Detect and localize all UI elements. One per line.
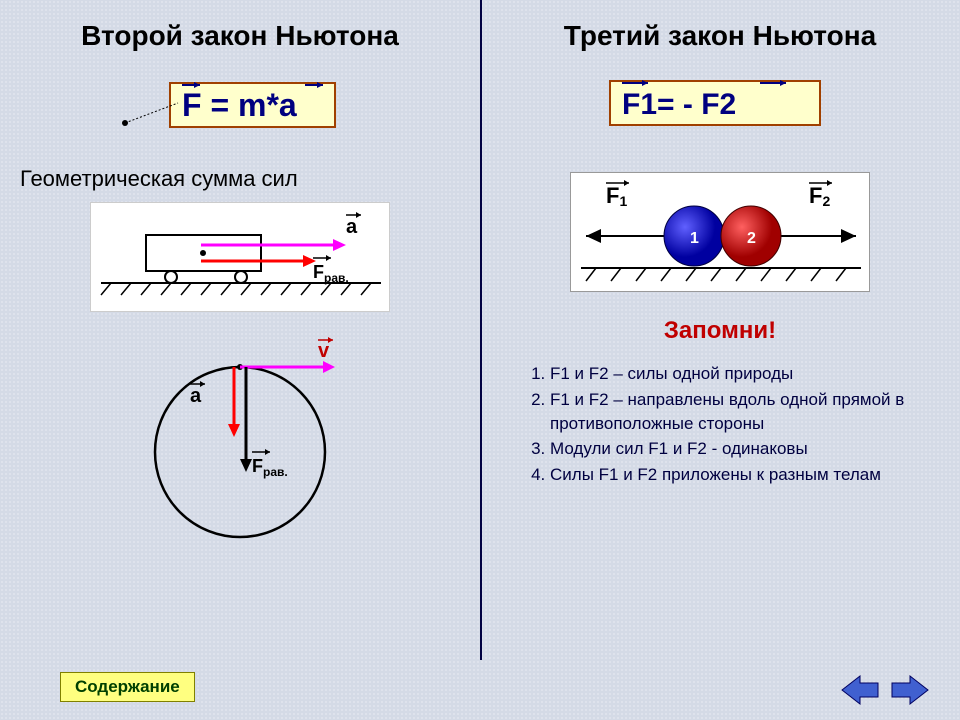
content-button[interactable]: Содержание [60,672,195,702]
svg-text:Fрав.: Fрав. [313,262,349,285]
right-column: Третий закон Ньютона F1= - F2 [480,0,960,720]
cart-svg: a Fрав. [91,203,391,313]
balls-diagram: F1 F2 [570,172,870,292]
note-item: Модули сил F1 и F2 - одинаковы [550,437,940,461]
svg-text:F1: F1 [606,183,627,209]
svg-text:v: v [318,340,330,362]
notes-list: F1 и F2 – силы одной природы F1 и F2 – н… [500,362,940,487]
right-formula-svg: F1= - F2 [590,71,850,127]
left-title: Второй закон Ньютона [20,18,460,53]
right-title: Третий закон Ньютона [500,18,940,53]
prev-arrow-icon[interactable] [840,674,880,706]
svg-text:a: a [190,385,202,407]
cart-diagram: a Fрав. [90,202,390,312]
svg-text:Fрав.: Fрав. [252,456,288,479]
note-item: F1 и F2 – направлены вдоль одной прямой … [550,388,940,436]
left-formula-svg: F = m*a [120,71,360,131]
left-column: Второй закон Ньютона F = m*a Геометричес… [0,0,480,720]
circle-svg: v a Fрав. [130,332,350,552]
left-formula-text: F = m*a [182,87,297,123]
left-formula-wrap: F = m*a [20,71,460,136]
geometric-sum-label: Геометрическая сумма сил [20,166,460,192]
right-formula-wrap: F1= - F2 [500,71,940,132]
svg-text:1: 1 [690,230,699,247]
balls-svg: F1 F2 [571,173,871,293]
note-item: Силы F1 и F2 приложены к разным телам [550,463,940,487]
next-arrow-icon[interactable] [890,674,930,706]
svg-text:F2: F2 [809,183,830,209]
circle-diagram: v a Fрав. [130,332,350,552]
svg-text:a: a [346,216,358,238]
note-item: F1 и F2 – силы одной природы [550,362,940,386]
svg-text:2: 2 [747,230,756,247]
svg-text:F1= - F2: F1= - F2 [622,88,736,121]
remember-label: Запомни! [500,317,940,345]
